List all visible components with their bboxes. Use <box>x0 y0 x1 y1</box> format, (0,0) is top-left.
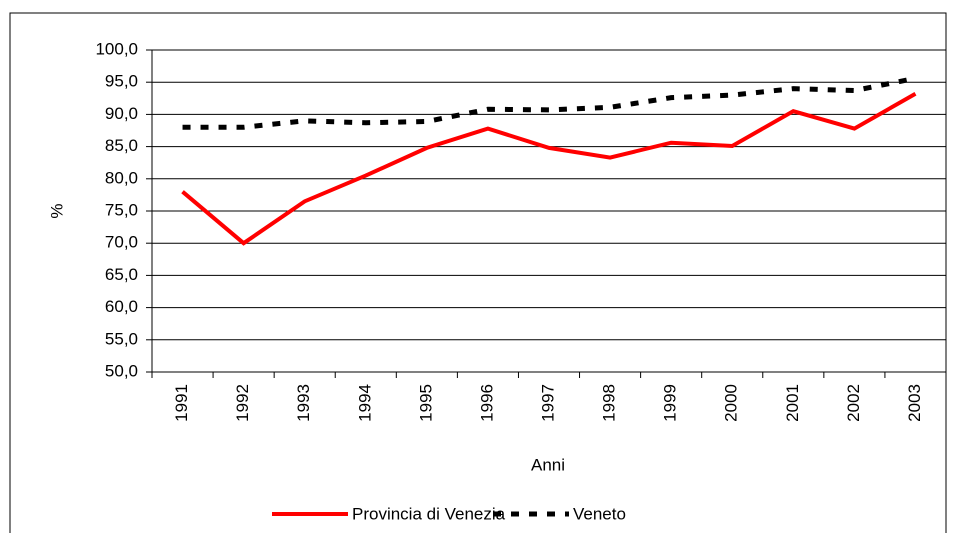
legend-label: Veneto <box>573 504 626 523</box>
x-tick-label: 2003 <box>905 384 924 422</box>
x-tick-label: 1996 <box>477 384 496 422</box>
x-tick-label: 2002 <box>844 384 863 422</box>
y-tick-label: 90,0 <box>105 104 138 123</box>
x-axis-label: Anni <box>531 455 565 474</box>
y-tick-label: 85,0 <box>105 136 138 155</box>
frame <box>9 12 947 533</box>
y-tick-label: 55,0 <box>105 329 138 348</box>
y-tick-label: 70,0 <box>105 233 138 252</box>
y-tick-label: 100,0 <box>95 39 138 58</box>
y-tick-label: 60,0 <box>105 297 138 316</box>
x-tick-label: 1994 <box>355 384 374 422</box>
x-tick-label: 1992 <box>233 384 252 422</box>
x-tick-label: 1991 <box>172 384 191 422</box>
series-line <box>182 75 916 130</box>
legend-label: Provincia di Venezia <box>352 504 506 523</box>
x-tick-label: 1998 <box>600 384 619 422</box>
y-tick-label: 50,0 <box>105 361 138 380</box>
x-tick-label: 2000 <box>722 384 741 422</box>
y-tick-label: 75,0 <box>105 200 138 219</box>
series-line <box>181 92 917 246</box>
x-tick-label: 1997 <box>538 384 557 422</box>
x-tick-label: 2001 <box>783 384 802 422</box>
y-tick-label: 95,0 <box>105 72 138 91</box>
x-tick-label: 1993 <box>294 384 313 422</box>
x-tick-label: 1999 <box>661 384 680 422</box>
x-tick-label: 1995 <box>416 384 435 422</box>
y-axis-label: % <box>47 203 66 218</box>
y-tick-label: 80,0 <box>105 168 138 187</box>
y-tick-label: 65,0 <box>105 265 138 284</box>
